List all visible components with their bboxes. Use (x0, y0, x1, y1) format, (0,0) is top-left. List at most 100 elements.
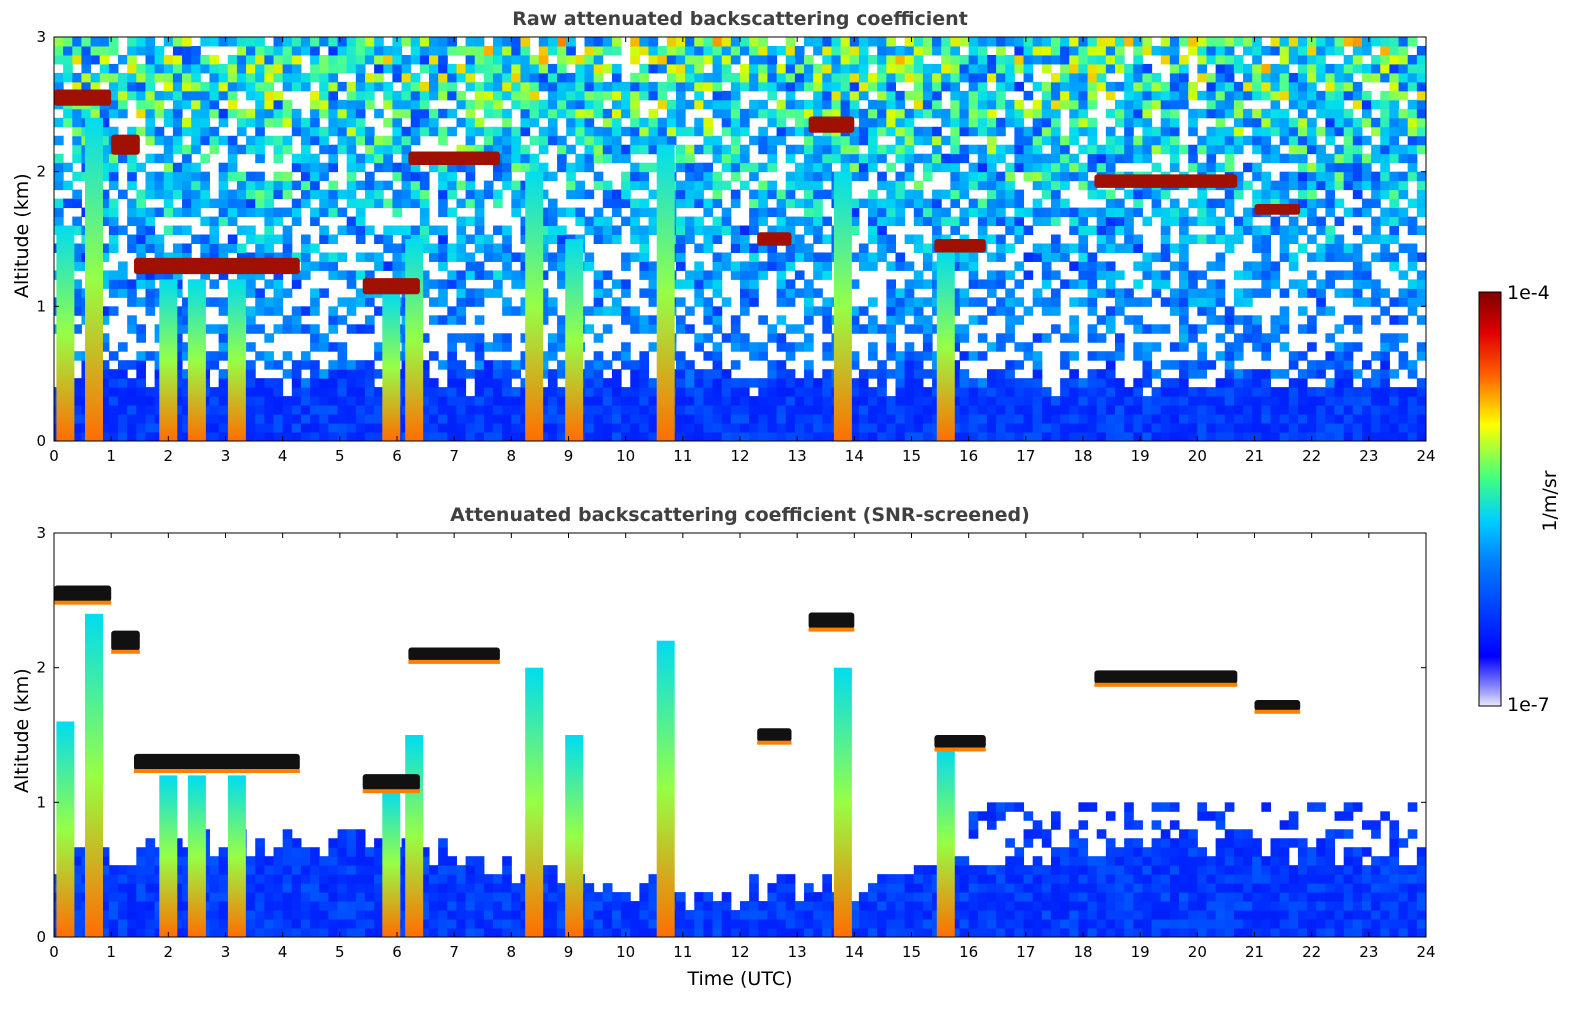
noise-cell (721, 261, 732, 271)
noise-cell (776, 288, 787, 298)
noise-cell (950, 261, 961, 271)
noise-cell (1233, 108, 1244, 119)
noise-cell (310, 387, 320, 397)
noise-cell (172, 225, 183, 236)
noise-cell (191, 54, 201, 65)
noise-cell (172, 72, 183, 83)
noise-cell (1078, 297, 1089, 307)
noise-cell (1124, 153, 1134, 164)
noise-cell (364, 171, 375, 182)
noise-cell (447, 396, 457, 406)
noise-cell (611, 351, 622, 361)
noise-cell (1224, 81, 1235, 92)
noise-cell (1270, 387, 1281, 397)
noise-cell (1307, 396, 1317, 406)
noise-cell (776, 360, 787, 370)
noise-cell (1261, 396, 1272, 406)
noise-cell (1151, 198, 1162, 209)
noise-cell (63, 37, 73, 47)
noise-cell (1105, 378, 1116, 388)
noise-cell (127, 432, 137, 441)
noise-cell (675, 54, 686, 65)
noise-cell (145, 153, 156, 164)
noise-cell (1279, 396, 1290, 406)
noise-cell (1252, 45, 1262, 56)
noise-cell (191, 207, 201, 218)
noise-cell (1297, 72, 1308, 83)
noise-cell (392, 144, 403, 155)
noise-cell (868, 234, 878, 244)
noise-cell (227, 54, 238, 65)
noise-cell (849, 171, 860, 182)
noise-cell (236, 270, 247, 280)
noise-cell (630, 369, 640, 379)
noise-cell (712, 387, 723, 397)
noise-cell (712, 351, 723, 361)
noise-cell (337, 189, 348, 200)
noise-cell (986, 396, 997, 406)
noise-cell (502, 63, 512, 74)
noise-cell (1380, 243, 1390, 253)
noise-cell (218, 378, 229, 388)
noise-cell (1096, 288, 1107, 298)
noise-cell (968, 378, 979, 388)
noise-cell (950, 117, 961, 128)
noise-cell (849, 63, 860, 74)
noise-cell (666, 72, 677, 83)
noise-cell (328, 126, 339, 137)
noise-cell (328, 63, 339, 74)
noise-cell (1352, 369, 1363, 379)
noise-cell (694, 99, 704, 110)
noise-cell (785, 396, 796, 406)
noise-cell (99, 369, 110, 379)
noise-cell (90, 72, 101, 83)
noise-cell (621, 396, 631, 406)
noise-cell (1124, 37, 1134, 47)
noise-cell (1197, 360, 1207, 370)
noise-cell (145, 414, 156, 424)
noise-cell (1078, 126, 1089, 137)
noise-cell (429, 72, 439, 83)
noise-cell (1288, 351, 1299, 361)
noise-cell (493, 252, 503, 262)
noise-cell (694, 180, 704, 191)
noise-cell (1297, 189, 1308, 200)
noise-cell (730, 108, 741, 119)
noise-cell (758, 162, 768, 173)
noise-cell (182, 306, 192, 316)
noise-cell (364, 252, 375, 262)
noise-cell (310, 54, 320, 65)
noise-cell (465, 234, 476, 244)
noise-cell (474, 90, 485, 101)
noise-cell (374, 37, 384, 47)
noise-cell (493, 54, 503, 65)
noise-cell (474, 414, 485, 424)
noise-cell (904, 261, 915, 271)
noise-cell (639, 45, 650, 56)
noise-cell (1206, 162, 1217, 173)
noise-cell (1069, 378, 1079, 388)
noise-cell (968, 414, 979, 424)
noise-cell (959, 144, 970, 155)
noise-cell (191, 108, 201, 119)
noise-cell (904, 324, 915, 334)
noise-cell (191, 81, 201, 92)
noise-cell (346, 369, 357, 379)
noise-cell (1325, 171, 1336, 182)
noise-cell (1407, 72, 1418, 83)
noise-cell (1206, 306, 1217, 316)
noise-cell (1169, 37, 1180, 47)
noise-cell (1087, 252, 1098, 262)
noise-cell (1023, 45, 1034, 56)
noise-cell (1416, 45, 1426, 56)
noise-cell (675, 279, 686, 289)
noise-cell (355, 324, 366, 334)
noise-cell (1041, 153, 1052, 164)
noise-cell (1288, 252, 1299, 262)
noise-cell (776, 396, 787, 406)
noise-cell (1050, 306, 1061, 316)
noise-cell (1215, 99, 1226, 110)
noise-cell (236, 45, 247, 56)
noise-cell (877, 108, 887, 119)
noise-cell (986, 234, 997, 244)
